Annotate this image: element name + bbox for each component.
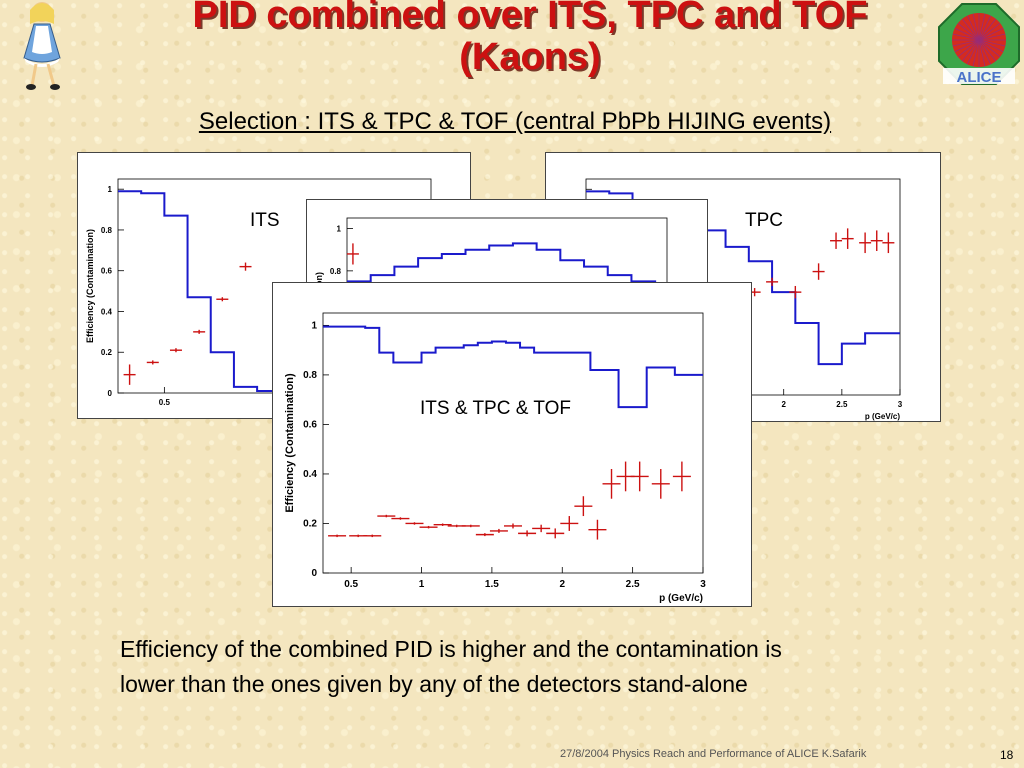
y-tick-label: 0.4: [303, 469, 317, 480]
chart-label-its: ITS: [250, 210, 280, 231]
logo-ray: [978, 39, 986, 67]
logo-ray: [961, 39, 980, 62]
y-tick-label: 0.6: [303, 419, 317, 430]
logo-ray: [954, 39, 980, 53]
y-tick-label: 0: [108, 389, 113, 398]
slide-title: PID combined over ITS, TPC and TOF (Kaon…: [100, 0, 960, 78]
logo-ray: [966, 15, 980, 41]
logo-ray: [972, 39, 980, 67]
y-tick-label: 0.8: [101, 226, 113, 235]
logo-ray: [978, 15, 992, 41]
logo-ray: [952, 39, 980, 47]
logo-ray: [978, 39, 1001, 58]
page-number: 18: [1000, 748, 1014, 762]
logo-ray: [978, 22, 1001, 41]
y-tick-label: 0: [311, 568, 317, 579]
summary-text: Efficiency of the combined PID is higher…: [120, 632, 980, 702]
x-tick-label: 0.5: [344, 579, 358, 590]
slide-subtitle: Selection : ITS & TPC & TOF (central PbP…: [198, 108, 832, 135]
y-tick-label: 0.6: [101, 267, 113, 276]
x-tick-label: 1: [419, 579, 425, 590]
alice-experiment-logo-icon: ALICE: [938, 3, 1020, 86]
alice-mascot-icon: [23, 2, 61, 90]
summary-line2: lower than the ones given by any of the …: [120, 671, 748, 697]
y-tick-label: 0.8: [303, 370, 317, 381]
y-tick-label: 0.4: [101, 307, 113, 316]
footer-text: 27/8/2004 Physics Reach and Performance …: [560, 748, 867, 760]
y-tick-label: 0.8: [330, 267, 342, 276]
y-tick-label: 1: [311, 320, 317, 331]
logo-ray: [952, 33, 980, 41]
x-tick-label: 3: [700, 579, 706, 590]
efficiency-histogram-line: [347, 242, 667, 293]
y-tick-label: 0.2: [101, 348, 113, 357]
chart-combined: 0 0.2 0.4 0.6 0.8 1 0.5 1 1.5 2 2.5 3 Efficiency (Co…: [284, 312, 706, 604]
chart-label-combined: ITS & TPC & TOF: [420, 398, 571, 419]
y-axis-title: Efficiency (Contamination): [284, 373, 296, 513]
logo-ray: [978, 18, 997, 41]
logo-ray: [961, 18, 980, 41]
alice-logo-text: ALICE: [957, 69, 1002, 86]
x-tick-label: 0.5: [159, 398, 171, 407]
logo-ray: [978, 39, 997, 62]
y-tick-label: 1: [337, 225, 342, 234]
x-axis-title: p (GeV/c): [865, 412, 900, 421]
logo-ray: [972, 13, 980, 41]
slide-title-line1: PID combined over ITS, TPC and TOF: [192, 0, 868, 36]
chart-panel-combined: 0 0.2 0.4 0.6 0.8 1 0.5 1 1.5 2 2.5 3 Efficiency (Co…: [272, 282, 752, 607]
plot-frame: [322, 312, 704, 574]
logo-ray: [966, 39, 980, 65]
x-axis-title: p (GeV/c): [659, 593, 703, 604]
y-axis-title: Efficiency (Contamination): [85, 229, 95, 343]
summary-line1: Efficiency of the combined PID is higher…: [120, 636, 782, 662]
x-tick-label: 3: [898, 400, 903, 409]
logo-ray: [978, 27, 1004, 41]
slide-title-line2: (Kaons): [459, 36, 601, 78]
x-tick-label: 1.5: [485, 579, 499, 590]
logo-ray: [978, 39, 1004, 53]
plot-frame: [346, 217, 668, 300]
y-tick-label: 1: [108, 185, 113, 194]
logo-ray: [957, 39, 980, 58]
x-tick-label: 2.5: [626, 579, 640, 590]
logo-ray: [978, 39, 1006, 47]
logo-ray: [957, 22, 980, 41]
logo-ray: [954, 27, 980, 41]
x-tick-label: 2: [781, 400, 786, 409]
logo-ray: [978, 33, 1006, 41]
logo-ray: [978, 39, 992, 65]
y-tick-label: 0.2: [303, 518, 317, 529]
logo-ray: [978, 13, 986, 41]
x-tick-label: 2: [559, 579, 565, 590]
efficiency-histogram-line: [323, 325, 703, 409]
x-tick-label: 2.5: [836, 400, 848, 409]
chart-label-tpc: TPC: [745, 210, 783, 231]
